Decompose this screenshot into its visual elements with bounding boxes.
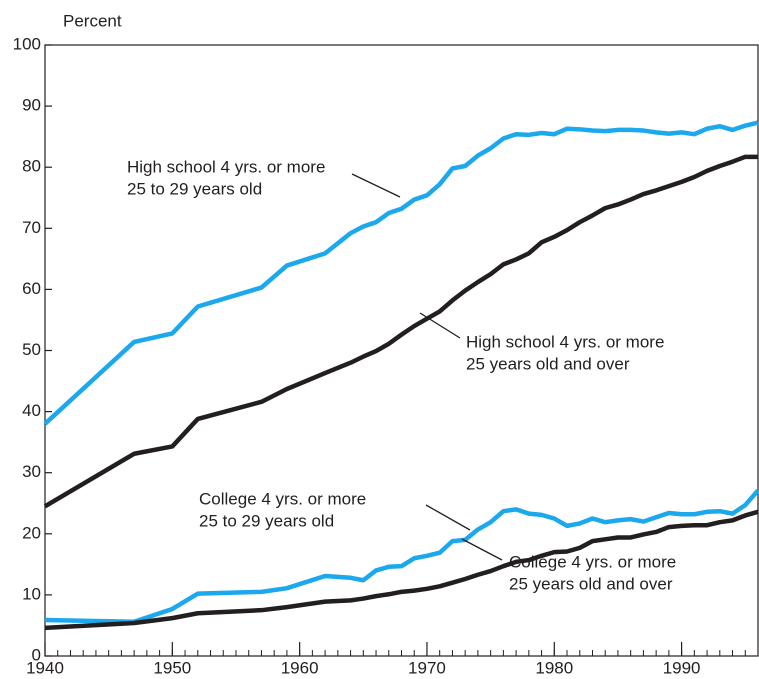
- y-tick-label: 30: [22, 462, 41, 481]
- y-tick-label: 70: [22, 218, 41, 237]
- series-label: High school 4 yrs. or more: [127, 157, 325, 176]
- y-tick-label: 20: [22, 523, 41, 542]
- series-label: 25 years old and over: [466, 354, 630, 373]
- series-line: [44, 509, 759, 631]
- leader-line: [461, 538, 503, 561]
- leader-line: [425, 504, 471, 531]
- y-tick-label: 60: [22, 279, 41, 298]
- leader-line: [419, 312, 461, 339]
- leader-line: [351, 173, 401, 198]
- x-tick-label: 1940: [26, 658, 64, 677]
- x-tick-label: 1950: [153, 658, 191, 677]
- x-tick-label: 1990: [663, 658, 701, 677]
- x-tick-label: 1980: [535, 658, 573, 677]
- y-tick-label: 80: [22, 157, 41, 176]
- series-line: [43, 154, 758, 509]
- y-tick-label: 100: [13, 34, 41, 53]
- y-tick-label: 0: [32, 645, 41, 664]
- y-tick-label: 40: [22, 401, 41, 420]
- y-tick-label: 50: [22, 340, 41, 359]
- series-label: High school 4 yrs. or more: [466, 332, 664, 351]
- series-line: [44, 488, 759, 625]
- series-label: 25 to 29 years old: [127, 179, 262, 198]
- series-label: College 4 yrs. or more: [199, 489, 366, 508]
- x-tick-label: 1960: [281, 658, 319, 677]
- series-label: College 4 yrs. or more: [509, 552, 676, 571]
- y-axis-label: Percent: [63, 11, 122, 30]
- series-label: 25 to 29 years old: [199, 511, 334, 530]
- x-tick-label: 1970: [408, 658, 446, 677]
- series-label: 25 years old and over: [509, 574, 673, 593]
- y-tick-label: 90: [22, 96, 41, 115]
- y-tick-label: 10: [22, 584, 41, 603]
- series-line: [43, 120, 759, 426]
